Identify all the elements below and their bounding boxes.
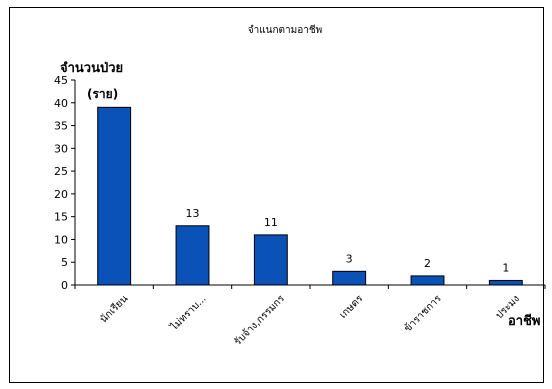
- data-label: 13: [186, 207, 200, 220]
- data-label: 2: [424, 257, 431, 270]
- category-label: รับจ้าง,กรรมกร: [232, 292, 288, 348]
- data-label: 3: [346, 252, 353, 265]
- axes: [74, 80, 546, 289]
- bar: [175, 225, 210, 286]
- y-axis-unit-label: (ราย): [87, 87, 118, 101]
- x-axis-label: อาชีพ: [508, 313, 541, 329]
- y-tick-label: 0: [61, 279, 68, 292]
- data-label: 11: [264, 216, 278, 229]
- category-labels: นักเรียน ไม่ทราบ... รับจ้าง,กรรมกร เกษตร ข้า…: [97, 292, 522, 348]
- data-label: 39: [141, 107, 155, 120]
- y-tick-label: 20: [54, 188, 68, 201]
- y-tick-label: 25: [54, 165, 68, 178]
- data-label: 1: [502, 261, 509, 274]
- category-label: ข้าราชการ: [402, 292, 444, 334]
- y-axis-label: จำนวนป่วย: [60, 60, 123, 76]
- y-tick-label: 35: [54, 120, 68, 133]
- y-tick-label: 30: [54, 142, 68, 155]
- bar: [253, 234, 288, 286]
- y-ticks: 0 5 10 15 20 25 30 35 40 45: [54, 74, 75, 292]
- bar: [410, 275, 445, 286]
- y-tick-label: 10: [54, 233, 68, 246]
- y-tick-label: 45: [54, 74, 68, 87]
- y-tick-label: 15: [54, 211, 68, 224]
- y-tick-label: 40: [54, 97, 68, 110]
- bar: [332, 270, 367, 286]
- category-label: ไม่ทราบ...: [168, 293, 209, 334]
- category-label: เกษตร: [338, 293, 366, 321]
- data-labels: 13 11 3 2 1 39: [141, 107, 510, 275]
- chart-title: จำแนกตามอาชีพ: [248, 24, 323, 36]
- category-label: นักเรียน: [97, 293, 130, 326]
- bar: [97, 106, 132, 286]
- y-tick-label: 5: [61, 256, 68, 269]
- bar: [488, 279, 523, 286]
- bars: [97, 106, 523, 286]
